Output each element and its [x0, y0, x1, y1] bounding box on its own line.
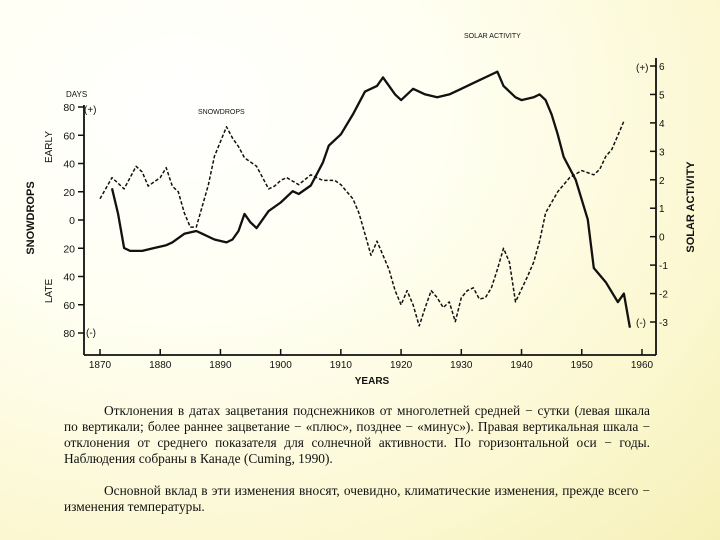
left-axis-unit-label: DAYS — [66, 90, 87, 99]
x-tick-label: 1920 — [390, 360, 413, 371]
right-axis-plus-label: (+) — [636, 63, 649, 74]
left-tick-label: 60 — [63, 130, 75, 142]
caption-paragraph-2: Основной вклад в эти изменения вносят, о… — [64, 483, 650, 514]
caption-paragraph-1: Отклонения в датах зацветания подснежник… — [64, 403, 650, 466]
left-tick-label: 0 — [69, 215, 75, 227]
snowdrops-series-line — [99, 120, 625, 327]
left-axis-minus-label: (-) — [86, 328, 96, 339]
snowdrops-solar-chart: 80 60 40 20 0 20 40 60 80 6 5 4 3 2 1 0 -1 -2 -3 1870 1880… — [25, 33, 697, 387]
right-tick-label: -1 — [659, 261, 668, 272]
x-tick-label: 1880 — [149, 360, 172, 371]
left-axis-late-label: LATE — [44, 279, 55, 304]
x-tick-label: 1890 — [209, 360, 232, 371]
left-tick-label: 80 — [63, 328, 75, 340]
right-tick-label: 2 — [659, 176, 665, 187]
x-tick-label: 1940 — [510, 360, 533, 371]
left-tick-label: 60 — [63, 300, 75, 312]
left-axis-side-label: SNOWDROPS — [25, 181, 37, 254]
x-tick-label: 1870 — [89, 360, 112, 371]
chart-series — [99, 70, 632, 328]
x-tick-label: 1900 — [270, 360, 293, 371]
chart-axes — [83, 58, 657, 356]
x-tick-label: 1950 — [571, 360, 594, 371]
left-tick-label: 40 — [63, 272, 75, 284]
right-axis-minus-label: (-) — [636, 318, 646, 329]
left-axis-early-label: EARLY — [44, 131, 55, 163]
right-tick-label: -3 — [659, 318, 668, 329]
right-tick-label: 0 — [659, 233, 665, 244]
x-tick-label: 1910 — [330, 360, 353, 371]
left-tick-label: 40 — [63, 159, 75, 171]
right-axis-ticks: 6 5 4 3 2 1 0 -1 -2 -3 — [650, 62, 668, 329]
right-tick-label: 5 — [659, 90, 665, 101]
right-axis-label: SOLAR ACTIVITY — [685, 161, 697, 253]
x-tick-label: 1960 — [631, 360, 654, 371]
right-tick-label: 3 — [659, 147, 665, 158]
solar-activity-annotation: SOLAR ACTIVITY — [464, 33, 521, 40]
x-axis-ticks: 1870 1880 1890 1900 1910 1920 1930 1940 1950 1960 — [89, 349, 654, 371]
left-tick-label: 20 — [63, 243, 75, 255]
right-tick-label: 6 — [659, 62, 665, 73]
right-tick-label: 4 — [659, 119, 665, 130]
snowdrops-annotation: SNOWDROPS — [198, 109, 245, 116]
left-tick-label: 20 — [63, 187, 75, 199]
x-tick-label: 1930 — [450, 360, 473, 371]
right-tick-label: 1 — [659, 204, 665, 215]
x-axis-label: YEARS — [355, 376, 390, 387]
left-axis-plus-label: (+) — [84, 105, 97, 116]
solar-activity-series-line — [110, 70, 632, 328]
left-axis-ticks: 80 60 40 20 0 20 40 60 80 — [63, 102, 84, 340]
right-tick-label: -2 — [659, 290, 668, 301]
left-tick-label: 80 — [63, 102, 75, 114]
